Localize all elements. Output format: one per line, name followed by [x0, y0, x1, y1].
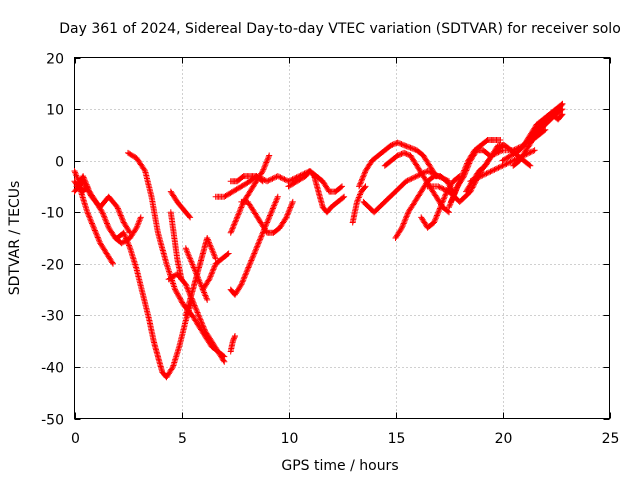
series-arc-20 [285, 168, 348, 216]
series-arc-22 [356, 139, 440, 190]
series-arc-26 [418, 173, 463, 231]
series-marks [167, 209, 185, 283]
series-arc-34 [510, 126, 549, 169]
y-tick-label: 20 [46, 52, 64, 68]
series-arc-15 [227, 152, 273, 236]
series-marks [349, 183, 369, 226]
x-tick-label: 5 [178, 431, 187, 447]
series-marks [285, 168, 348, 216]
y-tick-label: -40 [41, 361, 64, 377]
series-arc-06 [114, 229, 196, 381]
series-arc-21 [349, 183, 369, 226]
series-arc-07 [167, 209, 185, 283]
series-marks [199, 250, 232, 293]
series-marks [227, 152, 273, 236]
series-arc-10 [167, 188, 194, 221]
x-tick-label: 0 [71, 431, 80, 447]
series-arc-12 [199, 250, 232, 293]
series-arc-13 [227, 333, 238, 355]
series-marks [356, 139, 440, 190]
y-tick-label: -10 [41, 206, 64, 222]
y-tick-label: 10 [46, 103, 64, 119]
series-arc-25 [392, 173, 457, 241]
plot-border [74, 57, 610, 419]
series-marks [448, 147, 493, 205]
series-arc-14 [212, 173, 260, 200]
chart-title: Day 361 of 2024, Sidereal Day-to-day VTE… [59, 21, 621, 37]
x-tick-label: 20 [495, 431, 513, 447]
grid [74, 57, 610, 419]
series-marks [212, 173, 260, 200]
series-arc-29 [448, 147, 493, 205]
y-tick-label: 0 [55, 155, 64, 171]
y-tick-label: -20 [41, 258, 64, 274]
series-marks [227, 193, 281, 298]
series-marks [227, 333, 238, 355]
data-series [71, 100, 566, 381]
series-marks [392, 173, 457, 241]
series-arc-36 [542, 111, 566, 123]
series-marks [125, 149, 228, 365]
y-tick-label: -30 [41, 309, 64, 325]
x-tick-label: 10 [281, 431, 299, 447]
x-axis-label: GPS time / hours [281, 458, 398, 474]
series-arc-04 [71, 168, 91, 195]
series-marks [114, 229, 196, 381]
series-arc-17 [227, 193, 281, 298]
y-axis-label: SDTVAR / TECUs [7, 181, 23, 296]
y-tick-label: -50 [41, 413, 64, 429]
x-tick-label: 25 [602, 431, 620, 447]
series-marks [71, 168, 91, 195]
plot-area [74, 57, 610, 419]
series-marks [167, 188, 194, 221]
x-tick-label: 15 [388, 431, 406, 447]
series-marks [418, 173, 463, 231]
series-marks [510, 126, 549, 169]
series-marks [542, 111, 566, 123]
series-arc-05 [125, 149, 228, 365]
axis-ticks: 0 5 10 15 20 25 -50 -40 -30 -20 -10 0 10 20 [41, 52, 619, 448]
